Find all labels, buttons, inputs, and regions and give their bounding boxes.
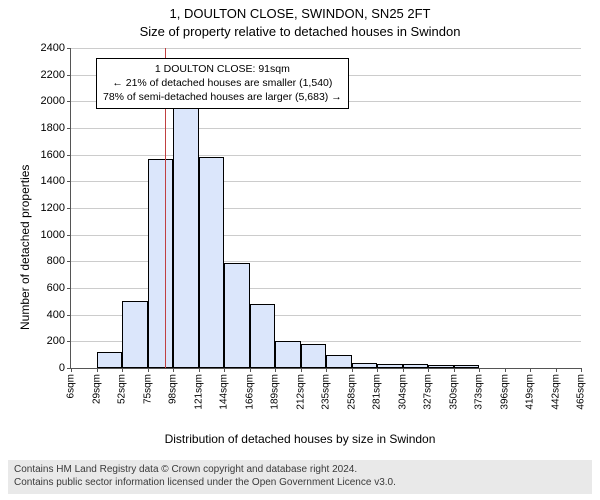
x-tick-label: 350sqm [448,374,459,410]
x-tick-mark [530,368,531,372]
y-tick-mark [67,341,71,342]
x-tick-mark [71,368,72,372]
y-axis-label: Number of detached properties [18,165,32,330]
x-tick-mark [148,368,149,372]
x-tick-mark [581,368,582,372]
y-tick-label: 1400 [41,175,65,187]
chart-title-line1: 1, DOULTON CLOSE, SWINDON, SN25 2FT [0,6,600,21]
histogram-bar [403,364,429,368]
y-tick-label: 1000 [41,229,65,241]
x-tick-label: 327sqm [423,374,434,410]
y-tick-mark [67,48,71,49]
annotation-line3: 78% of semi-detached houses are larger (… [103,90,342,104]
histogram-bar [224,263,250,368]
x-tick-label: 235sqm [321,374,332,410]
x-tick-label: 52sqm [117,374,128,404]
y-tick-mark [67,315,71,316]
x-tick-mark [479,368,480,372]
x-tick-label: 212sqm [295,374,306,410]
chart-title-line2: Size of property relative to detached ho… [0,24,600,39]
y-tick-label: 1600 [41,149,65,161]
x-tick-label: 29sqm [91,374,102,404]
y-tick-mark [67,208,71,209]
x-tick-mark [454,368,455,372]
x-tick-mark [377,368,378,372]
histogram-bar [301,344,327,368]
x-tick-mark [326,368,327,372]
x-tick-mark [428,368,429,372]
x-tick-label: 304sqm [397,374,408,410]
footer-line2: Contains public sector information licen… [14,476,586,489]
x-tick-label: 98sqm [168,374,179,404]
histogram-bar [173,108,199,368]
y-tick-mark [67,155,71,156]
x-tick-mark [250,368,251,372]
y-tick-mark [67,75,71,76]
x-tick-label: 6sqm [66,374,77,398]
x-tick-label: 121sqm [193,374,204,410]
x-tick-label: 189sqm [270,374,281,410]
gridline-h [71,155,581,156]
x-tick-mark [352,368,353,372]
footer-line1: Contains HM Land Registry data © Crown c… [14,463,586,476]
y-tick-label: 600 [47,282,65,294]
x-tick-mark [505,368,506,372]
gridline-h [71,128,581,129]
x-tick-label: 465sqm [576,374,587,410]
x-tick-mark [122,368,123,372]
y-tick-label: 2000 [41,95,65,107]
y-tick-mark [67,128,71,129]
y-tick-label: 1200 [41,202,65,214]
x-tick-label: 373sqm [474,374,485,410]
x-tick-mark [97,368,98,372]
annotation-line2: ← 21% of detached houses are smaller (1,… [103,76,342,90]
x-tick-label: 258sqm [346,374,357,410]
histogram-bar [454,365,480,368]
x-tick-mark [199,368,200,372]
x-tick-label: 75sqm [142,374,153,404]
histogram-bar [428,365,454,368]
histogram-chart: 1, DOULTON CLOSE, SWINDON, SN25 2FT Size… [0,0,600,500]
x-tick-label: 419sqm [525,374,536,410]
x-tick-mark [173,368,174,372]
y-tick-label: 200 [47,335,65,347]
histogram-bar [352,363,378,368]
x-tick-mark [403,368,404,372]
histogram-bar [275,341,301,368]
x-tick-label: 442sqm [550,374,561,410]
x-tick-mark [224,368,225,372]
y-tick-mark [67,101,71,102]
annotation-box: 1 DOULTON CLOSE: 91sqm ← 21% of detached… [96,58,349,109]
y-tick-label: 800 [47,255,65,267]
y-tick-mark [67,288,71,289]
y-tick-mark [67,235,71,236]
x-tick-mark [556,368,557,372]
histogram-bar [199,157,225,368]
footer-attribution: Contains HM Land Registry data © Crown c… [8,460,592,494]
gridline-h [71,48,581,49]
y-tick-label: 400 [47,309,65,321]
x-tick-label: 144sqm [219,374,230,410]
x-tick-mark [275,368,276,372]
x-tick-mark [301,368,302,372]
histogram-bar [377,364,403,368]
x-tick-label: 396sqm [499,374,510,410]
x-tick-label: 166sqm [244,374,255,410]
x-tick-label: 281sqm [372,374,383,410]
histogram-bar [326,355,352,368]
x-axis-caption: Distribution of detached houses by size … [0,432,600,446]
histogram-bar [122,301,148,368]
y-tick-label: 2200 [41,69,65,81]
y-tick-label: 2400 [41,42,65,54]
histogram-bar [250,304,276,368]
y-tick-label: 1800 [41,122,65,134]
y-tick-mark [67,261,71,262]
annotation-line1: 1 DOULTON CLOSE: 91sqm [103,62,342,76]
y-tick-mark [67,181,71,182]
histogram-bar [97,352,123,368]
y-tick-label: 0 [59,362,65,374]
histogram-bar [148,159,174,368]
